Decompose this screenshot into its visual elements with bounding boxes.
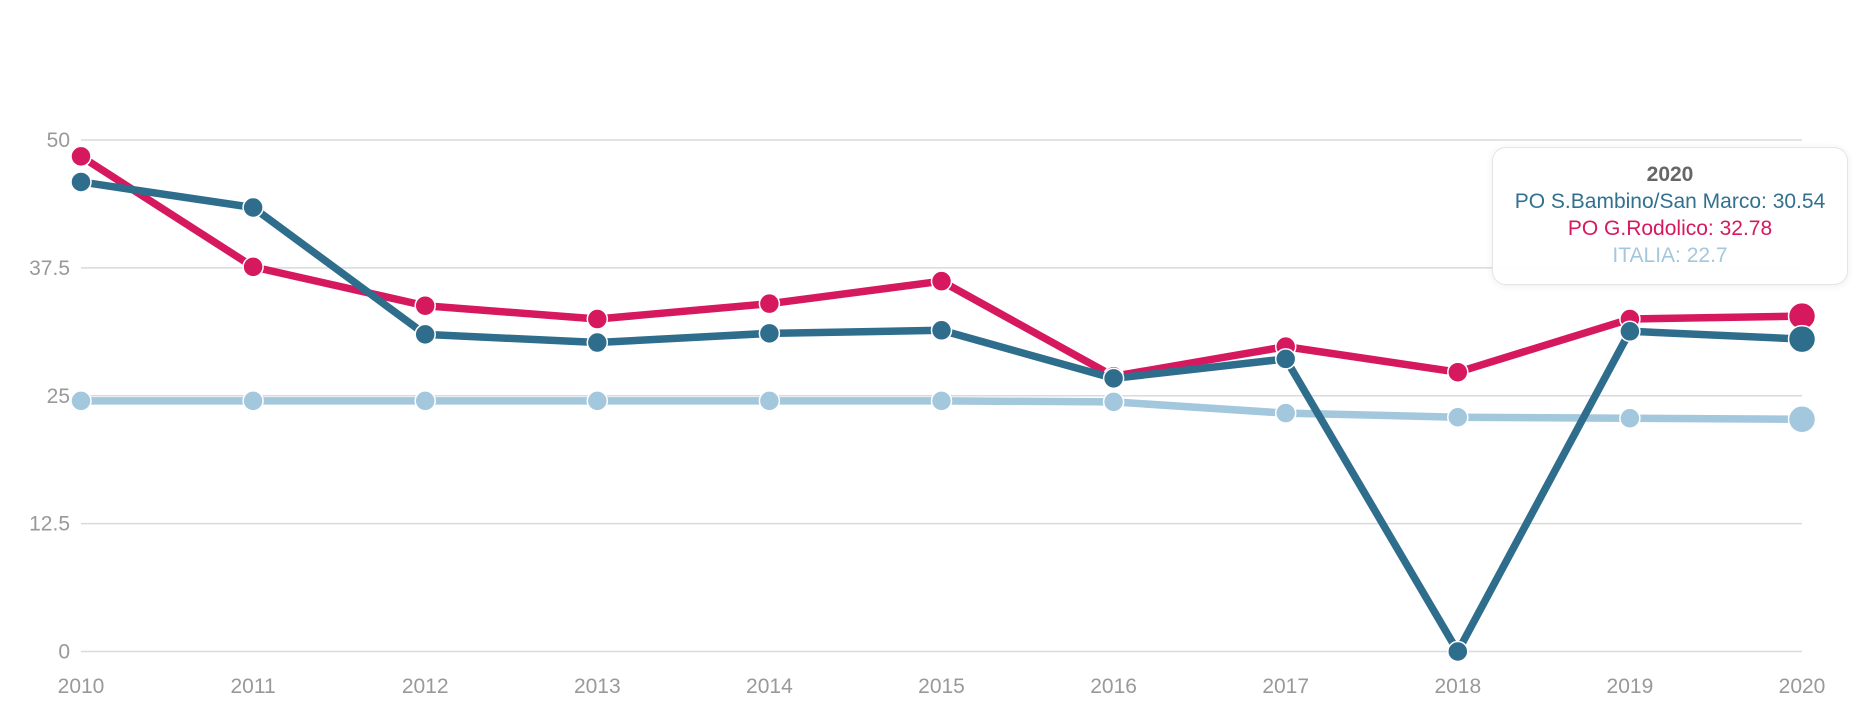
- data-point[interactable]: [1274, 348, 1297, 370]
- data-point[interactable]: [930, 319, 953, 342]
- data-point[interactable]: [1619, 407, 1641, 430]
- y-tick-label: 50: [47, 129, 70, 152]
- data-point[interactable]: [930, 390, 953, 412]
- data-point[interactable]: [1619, 320, 1641, 343]
- tooltip: 2020 PO S.Bambino/San Marco: 30.54 PO G.…: [1492, 147, 1848, 285]
- y-tick-label: 25: [47, 385, 70, 408]
- data-point[interactable]: [1447, 640, 1469, 663]
- y-tick-label: 0: [58, 641, 70, 664]
- x-tick-label: 2010: [58, 675, 105, 698]
- data-point[interactable]: [758, 322, 781, 345]
- data-point[interactable]: [1274, 402, 1297, 424]
- data-point[interactable]: [586, 331, 609, 354]
- data-point[interactable]: [414, 323, 436, 346]
- tooltip-entry-italia: ITALIA: 22.7: [1612, 244, 1728, 267]
- data-point[interactable]: [758, 292, 781, 315]
- x-tick-label: 2012: [402, 675, 449, 698]
- data-point[interactable]: [242, 256, 264, 278]
- data-point[interactable]: [70, 390, 92, 412]
- x-tick-label: 2015: [918, 675, 965, 698]
- y-tick-label: 12.5: [29, 513, 70, 536]
- tooltip-entry-rodolico: PO G.Rodolico: 32.78: [1567, 217, 1773, 240]
- data-point[interactable]: [414, 294, 436, 317]
- data-point[interactable]: [586, 308, 609, 330]
- data-point[interactable]: [1102, 367, 1125, 390]
- y-tick-label: 37.5: [29, 257, 70, 280]
- x-tick-label: 2017: [1262, 675, 1309, 698]
- x-tick-label: 2018: [1434, 675, 1481, 698]
- data-point[interactable]: [1787, 324, 1817, 354]
- x-tick-label: 2011: [231, 675, 276, 698]
- data-point[interactable]: [1447, 406, 1469, 428]
- x-tick-label: 2016: [1090, 675, 1137, 698]
- data-point[interactable]: [1102, 391, 1125, 413]
- data-point[interactable]: [414, 390, 436, 412]
- x-tick-label: 2020: [1779, 675, 1826, 698]
- data-point[interactable]: [70, 171, 92, 193]
- data-point[interactable]: [930, 270, 953, 292]
- data-point[interactable]: [70, 145, 92, 168]
- data-point[interactable]: [242, 196, 264, 219]
- x-tick-label: 2013: [574, 675, 621, 698]
- data-point[interactable]: [1787, 405, 1817, 434]
- x-tick-label: 2019: [1607, 675, 1654, 698]
- data-point[interactable]: [758, 390, 781, 412]
- data-point[interactable]: [586, 390, 609, 412]
- data-point[interactable]: [242, 390, 264, 412]
- x-tick-label: 2014: [746, 675, 793, 698]
- tooltip-entry-sbambino: PO S.Bambino/San Marco: 30.54: [1514, 190, 1826, 213]
- tooltip-title: 2020: [1646, 163, 1694, 186]
- data-point[interactable]: [1447, 361, 1469, 383]
